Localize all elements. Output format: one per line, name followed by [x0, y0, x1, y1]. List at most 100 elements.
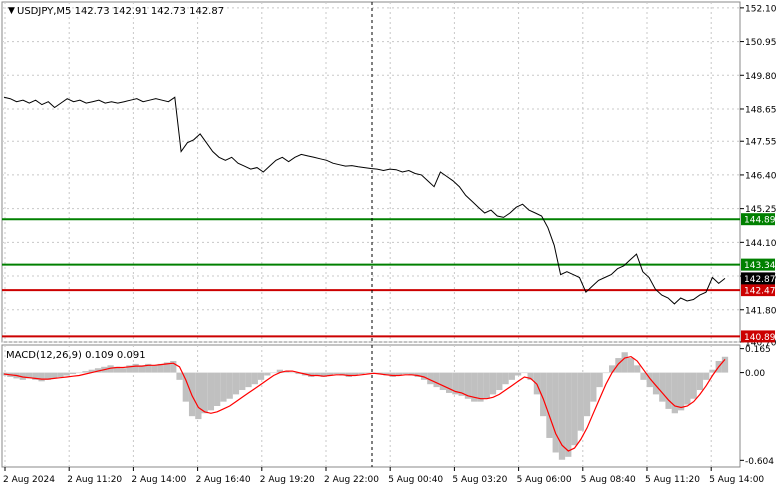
macd-histogram-bar [452, 372, 459, 395]
macd-histogram-bar [264, 372, 271, 376]
time-tick-label: 5 Aug 14:00 [709, 475, 764, 485]
macd-histogram-bar [113, 366, 120, 373]
macd-histogram-bar [214, 372, 221, 406]
macd-histogram-bar [665, 372, 672, 409]
macd-histogram-bar [514, 372, 522, 376]
macd-histogram-bar [126, 365, 133, 373]
macd-histogram-bar [289, 372, 296, 374]
header-arrow-icon: ▼ [8, 6, 15, 16]
macd-histogram-bar [540, 372, 547, 417]
macd-tick-label: -0.604 [745, 457, 774, 467]
time-tick-label: 2 Aug 19:20 [260, 475, 315, 485]
macd-histogram-bar [521, 372, 528, 374]
time-tick-label: 2 Aug 2024 [3, 475, 55, 485]
macd-histogram-bar [433, 372, 440, 388]
macd-histogram-bar [314, 372, 321, 376]
price-level-tag [741, 284, 775, 297]
time-tick-label: 2 Aug 11:20 [67, 475, 122, 485]
macd-histogram-bar [690, 372, 697, 399]
macd-histogram-bar [232, 372, 240, 395]
time-tick-label: 5 Aug 03:20 [452, 475, 507, 485]
price-level-tag [741, 330, 775, 343]
macd-histogram-bar [464, 372, 472, 399]
macd-histogram-bar [552, 372, 559, 453]
price-tick-label: 149.80 [745, 72, 777, 82]
macd-histogram-bar [709, 369, 716, 373]
price-level-tag [741, 258, 775, 271]
macd-histogram-bar [659, 372, 666, 402]
macd-histogram-bar [577, 372, 584, 431]
price-tick-label: 148.65 [745, 105, 777, 115]
macd-histogram [0, 352, 729, 460]
price-panel: ▼ USDJPY,M5 142.73 142.91 142.73 142.87 [1, 1, 741, 343]
macd-histogram-bar [195, 372, 202, 420]
macd-histogram-bar [377, 372, 384, 375]
macd-header-text: MACD(12,26,9) 0.109 0.091 [6, 350, 146, 361]
macd-tick-label: 0.00 [745, 369, 765, 379]
time-tick-label: 2 Aug 16:40 [196, 475, 251, 485]
macd-histogram-bar [19, 372, 26, 380]
price-level-tag [741, 213, 775, 226]
macd-axis[interactable]: 0.165 0.00 -0.604 [740, 345, 774, 467]
macd-histogram-bar [696, 372, 704, 391]
macd-histogram-bar [151, 365, 158, 373]
macd-histogram-bar [721, 356, 729, 373]
macd-panel: MACD(12,26,9) 0.109 0.091 [0, 344, 741, 468]
macd-histogram-bar [220, 372, 227, 402]
macd-histogram-bar [94, 368, 102, 373]
macd-histogram-bar [339, 372, 346, 376]
price-tick-label: 152.10 [745, 4, 777, 14]
price-tick-label: 150.95 [745, 38, 777, 48]
time-tick-label: 5 Aug 00:40 [388, 475, 443, 485]
macd-histogram-bar [477, 372, 484, 402]
macd-histogram-bar [527, 372, 534, 380]
time-axis[interactable]: 2 Aug 2024 2 Aug 11:20 2 Aug 14:00 2 Aug 16… [3, 467, 764, 485]
macd-histogram-bar [446, 372, 453, 393]
macd-histogram-bar [546, 372, 553, 438]
macd-histogram-bar [38, 372, 45, 382]
macd-histogram-bar [627, 358, 635, 373]
macd-histogram-bar [308, 372, 315, 377]
macd-histogram-bar [471, 372, 478, 402]
price-axis[interactable]: 152.10 150.95 149.80 148.65 147.55 146.40 145.… [740, 4, 777, 349]
macd-histogram-bar [182, 372, 189, 402]
time-tick-label: 5 Aug 11:20 [645, 475, 700, 485]
macd-histogram-bar [132, 363, 139, 373]
macd-histogram-bar [408, 372, 415, 376]
macd-histogram-bar [88, 369, 95, 373]
macd-histogram-bar [489, 372, 497, 395]
macd-histogram-bar [282, 371, 290, 373]
macd-histogram-bar [207, 372, 215, 411]
price-level-tag-label: 144.89 [744, 216, 776, 226]
macd-histogram-bar [245, 372, 252, 388]
macd-histogram-bar [646, 372, 653, 388]
macd-histogram-bar [82, 371, 89, 373]
price-tick-label: 140.70 [745, 339, 777, 349]
macd-histogram-bar [634, 365, 641, 373]
macd-signal-line [3, 355, 726, 452]
price-tick-label: 146.40 [745, 171, 777, 181]
macd-histogram-bar [703, 372, 710, 380]
macd-histogram-bar [439, 372, 447, 391]
macd-histogram-bar [458, 372, 465, 396]
symbol-header: ▼ USDJPY,M5 142.73 142.91 142.73 142.87 [8, 6, 224, 17]
macd-histogram-bar [226, 372, 233, 399]
macd-histogram-bar [25, 372, 33, 379]
macd-histogram-bar [571, 372, 578, 446]
macd-histogram-bar [333, 372, 340, 375]
macd-histogram-bar [44, 372, 52, 380]
macd-histogram-bar [326, 372, 334, 376]
macd-histogram-bar [107, 365, 114, 373]
macd-histogram-bar [383, 372, 390, 376]
macd-histogram-bar [496, 372, 503, 391]
macd-histogram-bar [652, 372, 660, 395]
macd-histogram-bar [239, 372, 246, 391]
macd-histogram-bar [76, 372, 83, 374]
macd-histogram-bar [295, 372, 302, 375]
macd-histogram-bar [270, 372, 277, 374]
macd-histogram-bar [389, 372, 396, 377]
macd-histogram-bar [508, 372, 515, 380]
macd-histogram-bar [163, 362, 171, 373]
